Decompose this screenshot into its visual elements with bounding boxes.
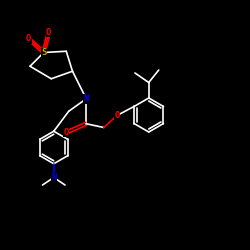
- Text: O: O: [114, 111, 120, 120]
- Text: O: O: [46, 28, 52, 37]
- Text: O: O: [64, 128, 69, 137]
- Text: N: N: [84, 94, 89, 103]
- Text: O: O: [26, 34, 32, 43]
- Text: N: N: [51, 173, 57, 182]
- Text: S: S: [41, 48, 46, 57]
